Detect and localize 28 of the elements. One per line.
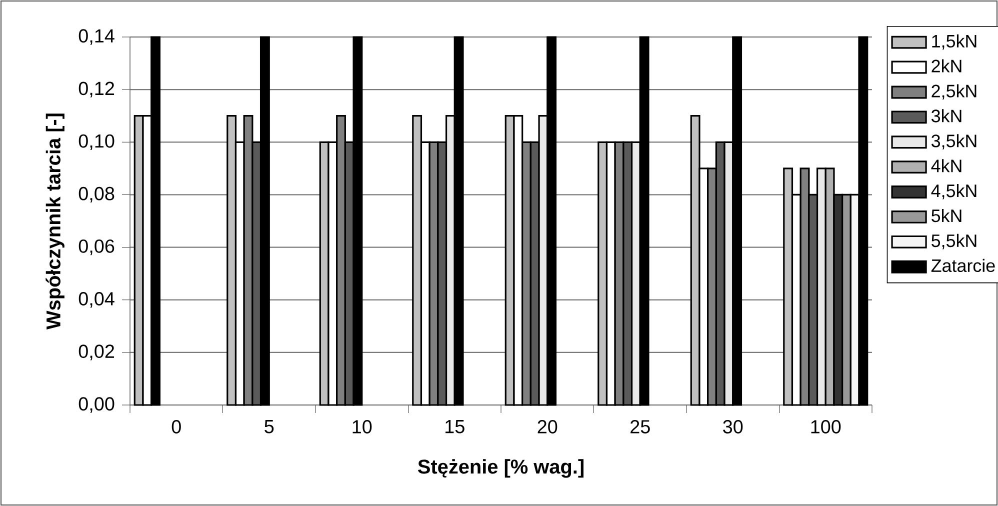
y-tick-label: 0,04: [78, 292, 114, 308]
legend-label: 4kN: [931, 159, 962, 172]
legend-label: 2kN: [932, 59, 962, 72]
x-tick-label: 30: [723, 420, 743, 434]
y-axis-title: Współczynnik tarcia [-]: [46, 114, 64, 330]
y-tick-label: 0,10: [78, 134, 114, 150]
legend-label: 3,5kN: [932, 134, 976, 150]
legend-label: 1,5kN: [932, 34, 976, 50]
x-tick-label: 5: [264, 420, 274, 434]
legend-label: 3kN: [932, 109, 962, 122]
legend-label: 5kN: [932, 208, 962, 222]
legend-label: 2,5kN: [932, 84, 976, 100]
y-tick-label: 0,14: [78, 29, 114, 45]
y-tick-label: 0,02: [78, 344, 114, 360]
x-tick-label: 15: [446, 420, 464, 434]
y-tick-label: 0,06: [78, 239, 114, 256]
x-tick-label: 20: [538, 420, 558, 434]
y-tick-label: 0,12: [78, 82, 114, 98]
y-tick-label: 0,08: [78, 186, 114, 203]
x-tick-label: 10: [352, 420, 372, 434]
legend-label: Zatarcie: [931, 258, 995, 272]
x-tick-label: 0: [172, 420, 181, 434]
x-tick-label: 100: [811, 420, 841, 434]
x-axis-title: Stężenie [% wag.]: [418, 459, 584, 478]
y-tick-label: 0,00: [78, 397, 114, 413]
legend-label: 4,5kN: [931, 184, 976, 200]
x-tick-label: 25: [630, 420, 650, 434]
legend-label: 5,5kN: [932, 234, 976, 250]
